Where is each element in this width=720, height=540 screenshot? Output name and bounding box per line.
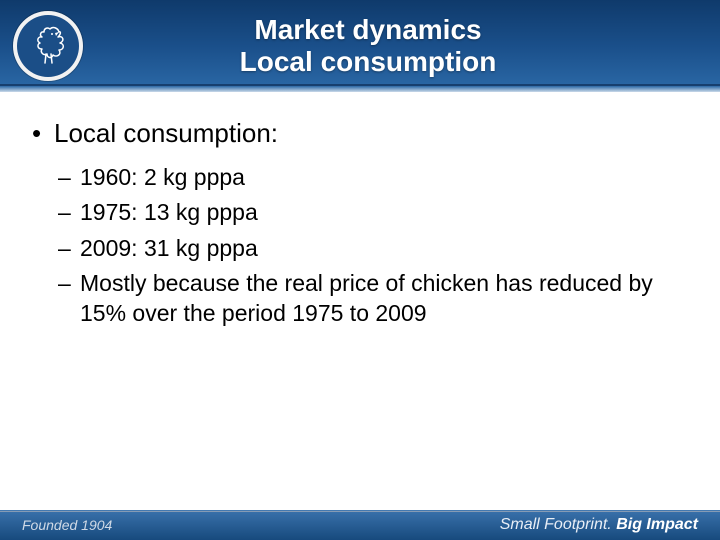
- title-line-1: Market dynamics: [96, 14, 640, 46]
- title-block: Market dynamics Local consumption: [96, 14, 720, 78]
- logo-container: [0, 0, 96, 92]
- bullet-l2-text: 1975: 13 kg pppa: [80, 199, 258, 225]
- bullet-level2: 1960: 2 kg pppa: [58, 163, 690, 192]
- tagline: Small Footprint. Big Impact: [500, 516, 698, 534]
- bullet-l2-text: 2009: 31 kg pppa: [80, 235, 258, 261]
- bullet-l2-text: 1960: 2 kg pppa: [80, 164, 245, 190]
- bullet-level2: Mostly because the real price of chicken…: [58, 269, 690, 328]
- bullet-level2: 2009: 31 kg pppa: [58, 234, 690, 263]
- bullet-level2: 1975: 13 kg pppa: [58, 198, 690, 227]
- bullet-l2-text: Mostly because the real price of chicken…: [80, 270, 653, 325]
- tagline-small: Small Footprint.: [500, 516, 612, 533]
- rooster-icon: [23, 21, 73, 71]
- tagline-big: Big Impact: [616, 516, 698, 533]
- slide-body: Local consumption: 1960: 2 kg pppa 1975:…: [0, 92, 720, 328]
- header-divider: [0, 84, 720, 98]
- title-line-2: Local consumption: [96, 46, 640, 78]
- footer-divider: [0, 502, 720, 512]
- founded-text: Founded 1904: [22, 517, 112, 533]
- slide: Market dynamics Local consumption Local …: [0, 0, 720, 540]
- slide-header: Market dynamics Local consumption: [0, 0, 720, 92]
- slide-footer: Founded 1904 Small Footprint. Big Impact: [0, 510, 720, 540]
- rooster-logo-icon: [13, 11, 83, 81]
- bullet-level1: Local consumption:: [30, 118, 690, 149]
- bullet-l1-text: Local consumption:: [54, 118, 278, 148]
